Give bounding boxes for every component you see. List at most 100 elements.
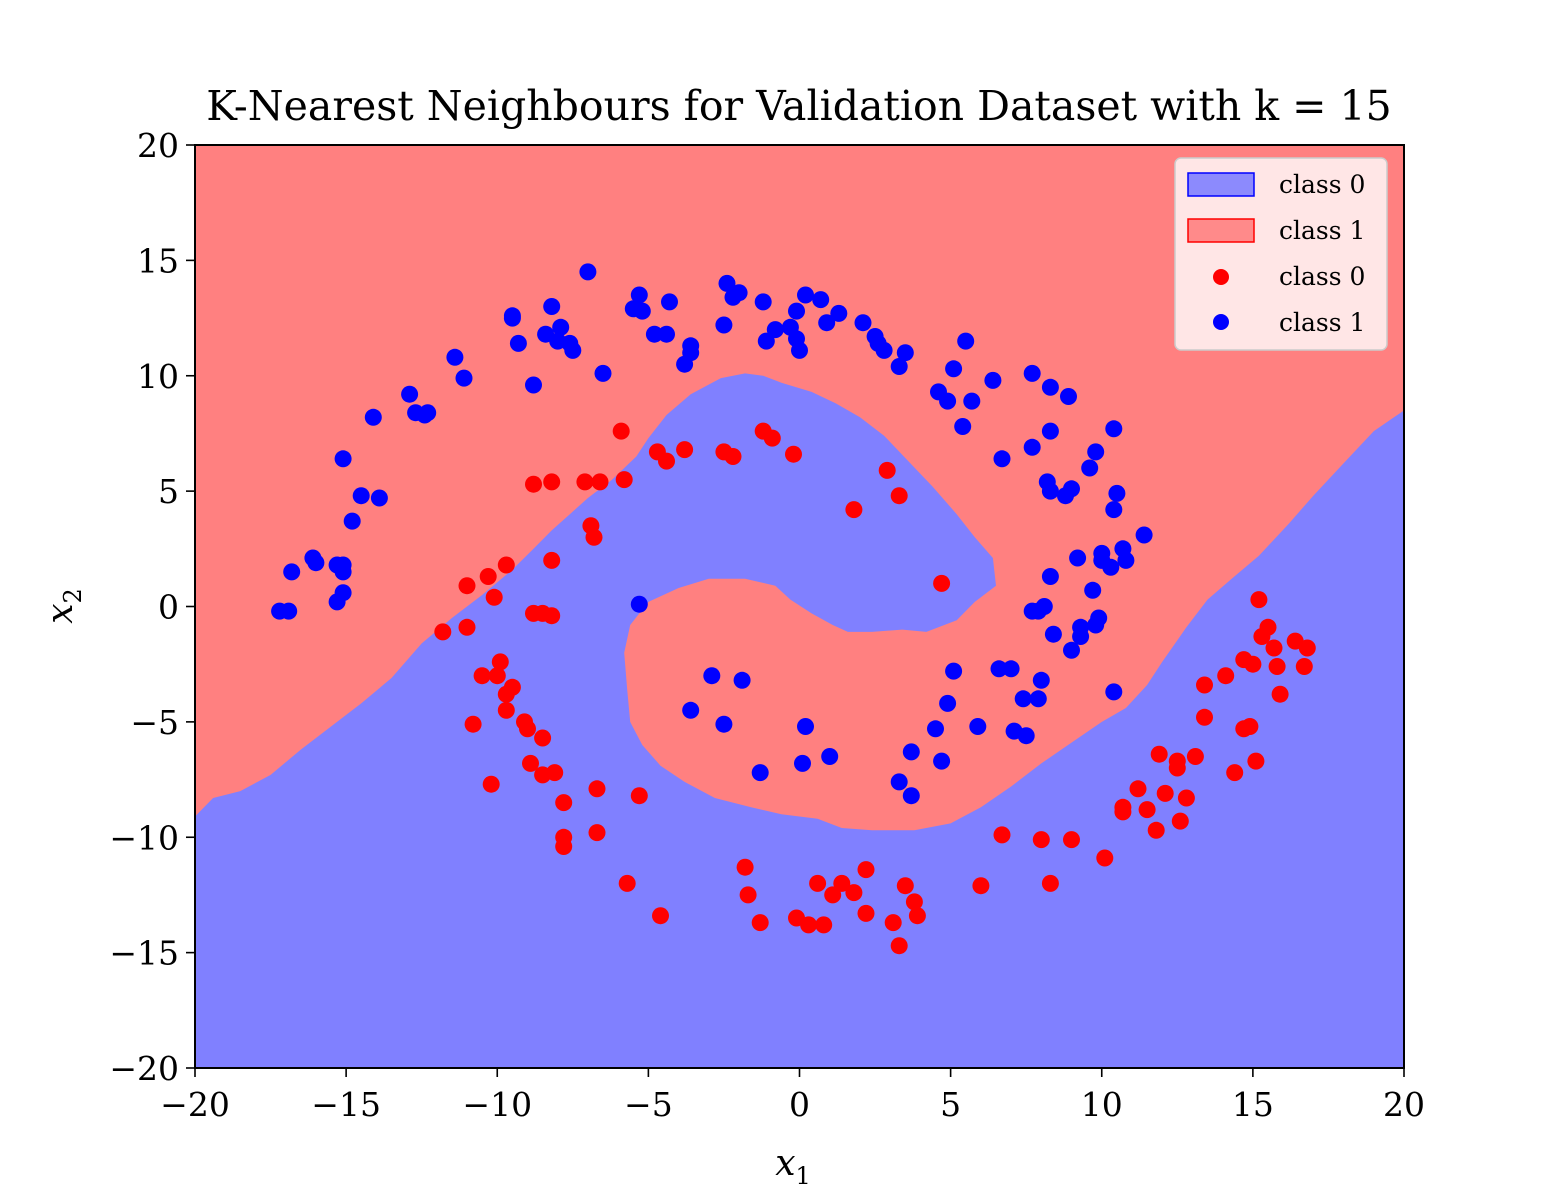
data-point-series-0-89 <box>1217 667 1235 685</box>
data-point-series-1-111 <box>794 754 811 772</box>
x-tick-label-7: 15 <box>1232 1085 1274 1124</box>
data-point-series-1-62 <box>896 344 914 362</box>
data-point-series-1-76 <box>1041 378 1059 396</box>
data-point-series-1-105 <box>703 667 721 685</box>
data-point-series-1-81 <box>1081 459 1099 477</box>
data-point-series-0-100 <box>1268 658 1286 675</box>
data-point-series-1-71 <box>1023 364 1041 382</box>
data-point-series-0-25 <box>482 775 500 793</box>
data-point-series-1-2 <box>283 563 301 581</box>
data-point-series-0-18 <box>464 715 482 733</box>
data-point-series-1-75 <box>1041 482 1059 500</box>
data-point-series-0-74 <box>1096 849 1114 867</box>
data-point-series-1-68 <box>963 392 981 410</box>
legend-patch-class-0 <box>1187 172 1255 197</box>
data-point-series-1-120 <box>969 718 987 735</box>
data-point-series-0-103 <box>1295 658 1313 675</box>
data-point-series-0-99 <box>1265 639 1283 657</box>
y-tick-label-8: 20 <box>137 126 179 165</box>
x-axis-ticks: −20 −15 −10 −5 0 5 10 15 20 <box>160 1068 1425 1124</box>
data-point-series-0-46 <box>763 429 781 447</box>
x-tick-label-8: 20 <box>1383 1085 1425 1124</box>
data-point-series-1-22 <box>503 307 521 325</box>
data-point-series-0-58 <box>809 874 827 892</box>
data-point-series-1-43 <box>718 274 736 292</box>
data-point-series-1-11 <box>343 512 361 530</box>
data-point-series-1-30 <box>564 341 582 359</box>
data-point-series-0-20 <box>519 720 536 738</box>
data-point-series-1-67 <box>957 332 975 350</box>
data-point-series-1-54 <box>812 291 830 309</box>
data-point-series-0-0 <box>434 623 452 641</box>
data-point-series-0-49 <box>878 461 896 479</box>
data-point-series-1-102 <box>1063 641 1080 659</box>
data-point-series-1-51 <box>791 341 808 359</box>
data-point-series-0-8 <box>543 551 561 569</box>
data-point-series-0-41 <box>658 452 675 470</box>
data-point-series-1-15 <box>401 385 419 403</box>
x-tick-label-3: −5 <box>624 1085 673 1124</box>
data-point-series-0-51 <box>933 574 951 592</box>
data-point-series-1-74 <box>1041 422 1059 440</box>
data-point-series-0-61 <box>845 884 863 902</box>
data-point-series-0-26 <box>555 794 573 812</box>
x-axis-label-subscript: 1 <box>796 1162 811 1190</box>
data-point-series-1-114 <box>902 787 920 805</box>
data-point-series-1-52 <box>788 302 805 320</box>
data-point-series-1-57 <box>854 314 872 332</box>
data-point-series-0-79 <box>1147 821 1165 839</box>
x-tick-label-1: −15 <box>311 1085 381 1124</box>
y-tick-label-7: 15 <box>137 241 179 280</box>
y-axis-label-main: x <box>40 603 81 623</box>
data-point-series-0-98 <box>1259 618 1277 636</box>
y-tick-label-2: −10 <box>109 818 179 857</box>
data-point-series-0-54 <box>751 914 769 932</box>
data-point-series-1-35 <box>633 302 651 320</box>
data-point-series-0-21 <box>534 729 552 747</box>
data-point-series-1-118 <box>939 694 957 712</box>
data-point-series-1-91 <box>1135 526 1153 544</box>
data-point-series-0-44 <box>724 448 742 465</box>
data-point-series-0-1 <box>458 618 476 636</box>
y-tick-label-3: −5 <box>130 703 179 742</box>
data-point-series-1-88 <box>1105 420 1123 438</box>
data-point-series-0-65 <box>890 937 908 955</box>
data-point-series-0-30 <box>588 780 606 798</box>
data-point-series-1-53 <box>797 286 814 304</box>
data-point-series-1-122 <box>1002 660 1020 678</box>
data-point-series-0-76 <box>1114 803 1132 821</box>
data-point-series-1-110 <box>797 718 814 735</box>
data-point-series-1-10 <box>334 450 352 468</box>
chart-title: K-Nearest Neighbours for Validation Data… <box>206 82 1391 130</box>
data-point-series-0-64 <box>884 914 902 932</box>
data-point-series-0-33 <box>652 907 669 925</box>
data-point-series-0-5 <box>497 556 515 574</box>
data-point-series-0-22 <box>522 754 539 772</box>
data-point-series-1-34 <box>630 286 648 304</box>
data-point-series-0-12 <box>473 667 491 685</box>
data-point-series-1-42 <box>715 316 733 334</box>
data-point-series-0-68 <box>908 907 926 925</box>
data-point-series-1-60 <box>875 341 893 359</box>
data-point-series-1-117 <box>933 752 951 770</box>
data-point-series-1-113 <box>890 773 908 791</box>
data-point-series-0-101 <box>1271 685 1289 703</box>
x-tick-label-6: 10 <box>1081 1085 1123 1124</box>
y-tick-label-6: 10 <box>137 357 179 396</box>
decision-region-class-0 <box>195 373 1404 1068</box>
data-point-series-1-61 <box>890 358 908 375</box>
data-point-series-1-106 <box>733 671 751 689</box>
data-point-series-0-94 <box>1244 655 1262 673</box>
data-point-series-1-32 <box>594 364 612 382</box>
data-point-series-1-108 <box>715 715 733 733</box>
legend-marker-class-1 <box>1213 314 1229 330</box>
data-point-series-0-7 <box>543 473 561 491</box>
x-tick-label-0: −20 <box>160 1085 230 1124</box>
data-point-series-0-11 <box>543 607 561 625</box>
data-point-series-1-38 <box>658 325 675 343</box>
data-point-series-0-72 <box>1041 874 1059 892</box>
y-tick-label-4: 0 <box>158 588 179 627</box>
data-point-series-0-104 <box>1298 639 1316 657</box>
data-point-series-1-20 <box>455 369 473 387</box>
data-point-series-0-16 <box>503 678 521 696</box>
